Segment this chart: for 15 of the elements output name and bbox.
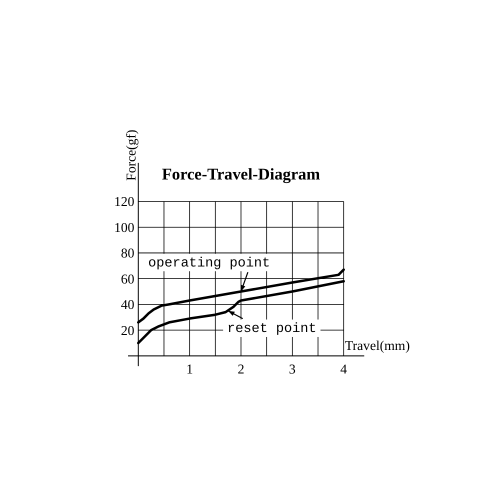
y-tick-label: 80 xyxy=(120,246,135,261)
chart-title: Force-Travel-Diagram xyxy=(162,164,320,184)
y-tick-label: 40 xyxy=(120,297,135,312)
y-tick-label: 60 xyxy=(120,271,135,286)
x-tick-label: 4 xyxy=(340,361,348,376)
x-tick-label: 2 xyxy=(238,361,245,376)
annotation: operating point xyxy=(148,256,270,272)
x-tick-label: 3 xyxy=(288,361,296,376)
annotation: reset point xyxy=(227,322,317,338)
x-axis-title: Travel(mm) xyxy=(344,338,410,354)
y-tick-label: 20 xyxy=(120,322,135,338)
y-axis-title: Force(gf) xyxy=(123,130,138,181)
x-tick-label: 1 xyxy=(186,361,194,376)
y-tick-label: 120 xyxy=(114,194,135,210)
y-tick-label: 100 xyxy=(114,220,135,235)
